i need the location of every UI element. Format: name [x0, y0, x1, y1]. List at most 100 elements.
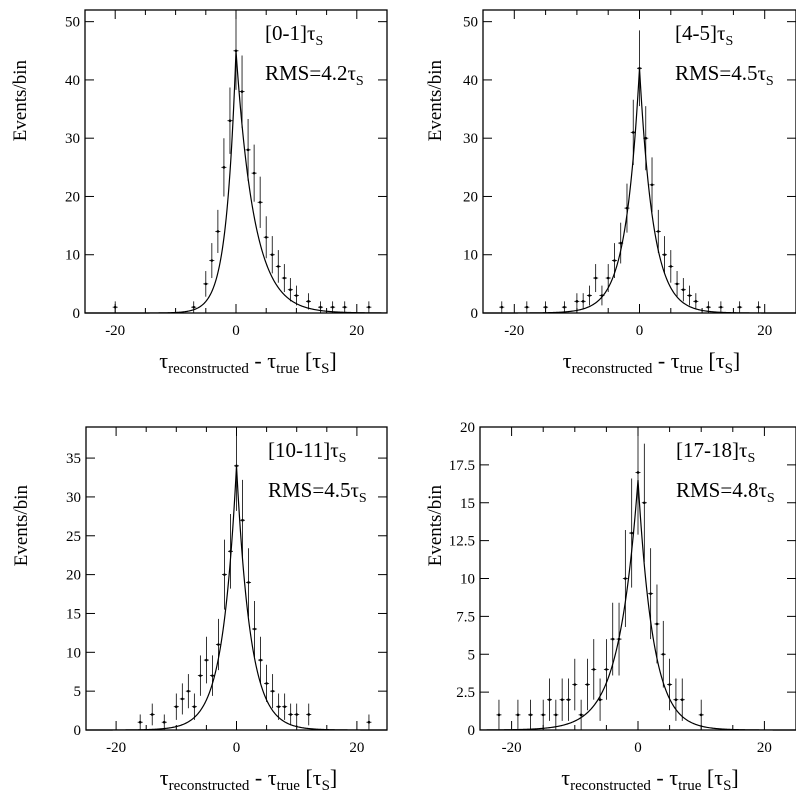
panel-2-data-point — [675, 282, 679, 286]
panel-2-y-axis-label: Events/bin — [425, 60, 446, 142]
panel-2-rms-label: RMS=4.5τS — [675, 61, 774, 89]
panel-2-data-point — [500, 305, 504, 309]
panel-2-data-point — [669, 265, 673, 268]
panel-3-y-tick-label: 15 — [66, 606, 81, 622]
panel-4-data-point — [586, 683, 589, 686]
panel-3-data-point — [295, 713, 299, 716]
panel-4-x-tick-label: 0 — [634, 740, 642, 756]
panel-2-data-point — [644, 136, 648, 140]
panel-4-data-point — [661, 652, 665, 656]
panel-3-data-point — [199, 674, 202, 677]
panel-3-data-point — [229, 550, 232, 553]
panel-2-data-point — [719, 305, 723, 309]
panel-3-y-tick-label: 25 — [66, 529, 81, 545]
panel-3-data-point — [259, 658, 262, 662]
panel-2-y-tick-label: 30 — [463, 131, 478, 147]
panel-4-data-point — [617, 637, 621, 641]
panel-2-data-point — [625, 206, 629, 210]
panel-4-x-tick-label: 20 — [757, 740, 772, 756]
panel-1-fit-curve — [85, 50, 388, 314]
panel-2-data-point — [638, 66, 641, 70]
panel-3-data-point — [289, 713, 292, 716]
panel-2-data-point — [588, 294, 591, 297]
panel-3-x-tick-label: 0 — [233, 740, 241, 756]
panel-2-data-point — [631, 131, 635, 134]
panel-3-data-point — [271, 689, 274, 693]
panel-3-data-point — [181, 697, 184, 701]
panel-2-data-point — [581, 300, 585, 303]
panel-3-data-point — [205, 658, 208, 662]
panel-4-data-point — [680, 698, 684, 701]
panel-2-range-label: [4-5]τS — [675, 21, 733, 49]
panel-3-data-point — [223, 573, 226, 576]
panel-2-data-point — [682, 288, 685, 291]
panel-2-data-point — [606, 276, 610, 280]
panel-2-data-point — [594, 276, 597, 280]
panel-3-data-point — [162, 720, 166, 724]
panel-2-y-tick-label: 10 — [463, 248, 478, 264]
panel-3-x-tick-label: -20 — [106, 740, 126, 756]
panel-4-data-point — [668, 683, 671, 686]
panel-1-data-point — [289, 288, 292, 291]
panel-1-y-tick-label: 40 — [65, 73, 80, 89]
panel-4-y-tick-label: 20 — [460, 420, 475, 436]
panel-4-data-point — [541, 713, 545, 717]
panel-1: 0 10 20 30 40 50 -20 0 20 Events/bin τreconstruc… — [10, 9, 388, 377]
panel-3: 0 5 10 15 20 25 30 35 -20 0 20 Events/bin τreconst… — [11, 426, 388, 793]
panel-1-data-point — [204, 282, 208, 286]
panel-4-data-point — [674, 698, 678, 701]
panel-1-data-point — [258, 200, 262, 204]
panel-1-y-tick-label: 10 — [65, 248, 80, 264]
panel-3-rms-label: RMS=4.5τS — [268, 478, 367, 506]
panel-2-data-point — [694, 300, 698, 303]
panel-4-data-point — [548, 698, 551, 701]
panel-4-data-point — [624, 577, 627, 580]
panel-4-y-tick-label: 10 — [460, 572, 475, 588]
panel-4-y-tick-label: 0 — [468, 723, 476, 739]
panel-3-y-tick-label: 10 — [66, 645, 81, 661]
panel-1-data-point — [246, 148, 250, 152]
panel-3-data-point — [277, 705, 280, 708]
panel-4-y-tick-label: 7.5 — [456, 609, 475, 625]
panel-3-data-point — [150, 713, 154, 716]
panel-3-y-tick-label: 30 — [66, 490, 81, 506]
panel-1-data-point — [234, 49, 238, 53]
panel-2-data-point — [650, 183, 654, 187]
panel-2-data-point — [738, 305, 741, 309]
panel-4-data-point — [630, 531, 633, 535]
panel-3-data-point — [175, 705, 178, 708]
panel-4-data-point — [516, 713, 520, 717]
panel-4-data-point — [579, 713, 583, 717]
panel-1-x-tick-label: -20 — [105, 323, 125, 339]
panel-1-data-point — [270, 253, 274, 257]
panel-2-data-point — [600, 294, 604, 297]
panel-2-x-tick-label: 0 — [636, 323, 644, 339]
panel-4-data-point — [636, 471, 640, 474]
panel-4-data-point — [592, 668, 596, 671]
panel-1-data-point — [307, 300, 310, 303]
panel-3-data-point — [247, 581, 250, 584]
panel-4-data-point — [554, 713, 558, 717]
panel-1-data-point — [216, 230, 220, 233]
panel-1-x-tick-label: 0 — [232, 323, 240, 339]
panel-1-data-point — [319, 305, 322, 309]
panel-1-x-axis-label: τreconstructed - τtrue [τS] — [159, 348, 336, 377]
panel-3-data-point — [307, 713, 311, 716]
panel-1-data-point — [113, 305, 117, 309]
panel-3-data-points — [137, 427, 372, 730]
panel-2-y-tick-label: 20 — [463, 189, 478, 205]
panel-2-data-point — [663, 253, 666, 257]
panel-4-range-label: [17-18]τS — [676, 438, 755, 466]
panel-3-data-point — [211, 674, 214, 677]
panel-4-rms-label: RMS=4.8τS — [676, 478, 775, 506]
panel-1-data-point — [192, 305, 196, 309]
panel-1-y-tick-label: 50 — [65, 15, 80, 31]
panel-1-y-tick-label: 0 — [73, 306, 81, 322]
panel-1-rms-label: RMS=4.2τS — [265, 61, 364, 89]
panel-1-ticks — [84, 10, 388, 314]
panel-1-data-point — [331, 305, 334, 309]
panel-4-y-tick-label: 15 — [460, 496, 475, 512]
panel-2-data-point — [707, 305, 710, 309]
panel-3-data-point — [241, 518, 244, 522]
